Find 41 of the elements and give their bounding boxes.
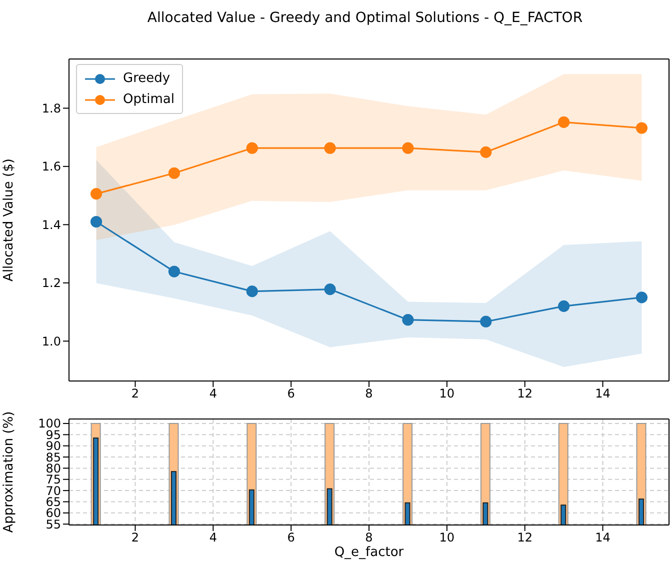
point [636,292,648,304]
y-tick-label: 1.2 [42,276,61,290]
legend-label: Greedy [123,71,170,86]
y-tick-label: 1.0 [42,334,61,348]
point [636,122,648,134]
x-tick-label: 10 [439,386,455,401]
point [480,316,492,328]
chart-title: Allocated Value - Greedy and Optimal Solutions - Q_E_FACTOR [146,10,584,26]
x-tick-label: 2 [131,530,140,545]
point [324,142,336,154]
y-tick-label: 1.6 [42,160,61,174]
x-tick-label: 12 [517,386,532,401]
x-tick-label: 8 [365,530,373,545]
point [90,188,102,200]
y-axis-title: Approximation (%) [2,411,17,533]
x-axis-title: Q_e_factor [334,545,404,560]
y-tick-label: 1.4 [42,218,61,232]
x-tick-label: 6 [287,386,295,401]
x-tick-label: 12 [517,530,532,545]
x-tick-label: 14 [595,386,610,401]
y-tick-label: 1.8 [42,101,61,116]
point [246,142,258,154]
point [402,142,414,154]
x-tick-label: 14 [595,530,610,545]
point [558,300,570,312]
point [168,266,180,278]
point [168,167,180,179]
point [558,116,570,128]
point [246,286,258,298]
x-tick-label: 8 [365,386,373,401]
x-tick-label: 10 [439,530,455,545]
x-tick-label: 4 [209,530,217,545]
point [90,216,102,228]
legend-label: Optimal [123,92,174,107]
x-tick-label: 2 [131,386,140,401]
point [480,146,492,158]
point [402,314,414,326]
x-tick-label: 6 [287,530,295,545]
point [324,283,336,296]
x-tick-label: 4 [209,386,217,401]
y-axis-title: Allocated Value ($) [2,158,17,282]
